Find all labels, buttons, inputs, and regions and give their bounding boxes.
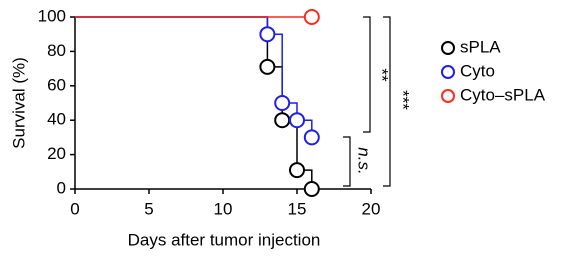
y-tick-label: 100 [38, 6, 66, 25]
significance-label: n.s. [355, 147, 374, 174]
y-tick-label: 80 [47, 41, 66, 60]
bracket [363, 16, 371, 133]
axis-line [74, 17, 371, 190]
y-tick-label: 40 [47, 110, 66, 129]
y-axis-label: Survival (%) [9, 57, 28, 149]
event-marker [259, 58, 276, 75]
bracket [343, 136, 351, 187]
x-tick-label: 0 [70, 199, 79, 218]
significance-label: ** [373, 68, 392, 82]
legend-marker [441, 89, 455, 103]
event-marker [274, 112, 291, 129]
x-tick-label: 15 [288, 199, 307, 218]
legend-marker [441, 41, 455, 55]
legend-label: Cyto [460, 61, 495, 80]
legend-marker [441, 65, 455, 79]
y-tick-label: 60 [47, 75, 66, 94]
y-tick-label: 20 [47, 144, 66, 163]
event-marker [259, 26, 276, 43]
x-axis-label: Days after tumor injection [128, 230, 321, 249]
event-marker [303, 9, 320, 25]
legend-label: Cyto–sPLA [460, 85, 546, 104]
event-marker [274, 95, 291, 111]
x-tick-label: 10 [214, 199, 233, 218]
y-tick-label: 0 [57, 178, 66, 197]
event-marker [289, 162, 305, 179]
x-tick-label: 5 [144, 199, 153, 218]
event-marker [289, 112, 305, 129]
event-marker [303, 129, 320, 146]
legend-label: sPLA [460, 37, 501, 56]
event-marker [303, 181, 320, 197]
x-tick-label: 20 [362, 199, 381, 218]
bracket [383, 16, 391, 187]
significance-label: *** [394, 90, 413, 110]
